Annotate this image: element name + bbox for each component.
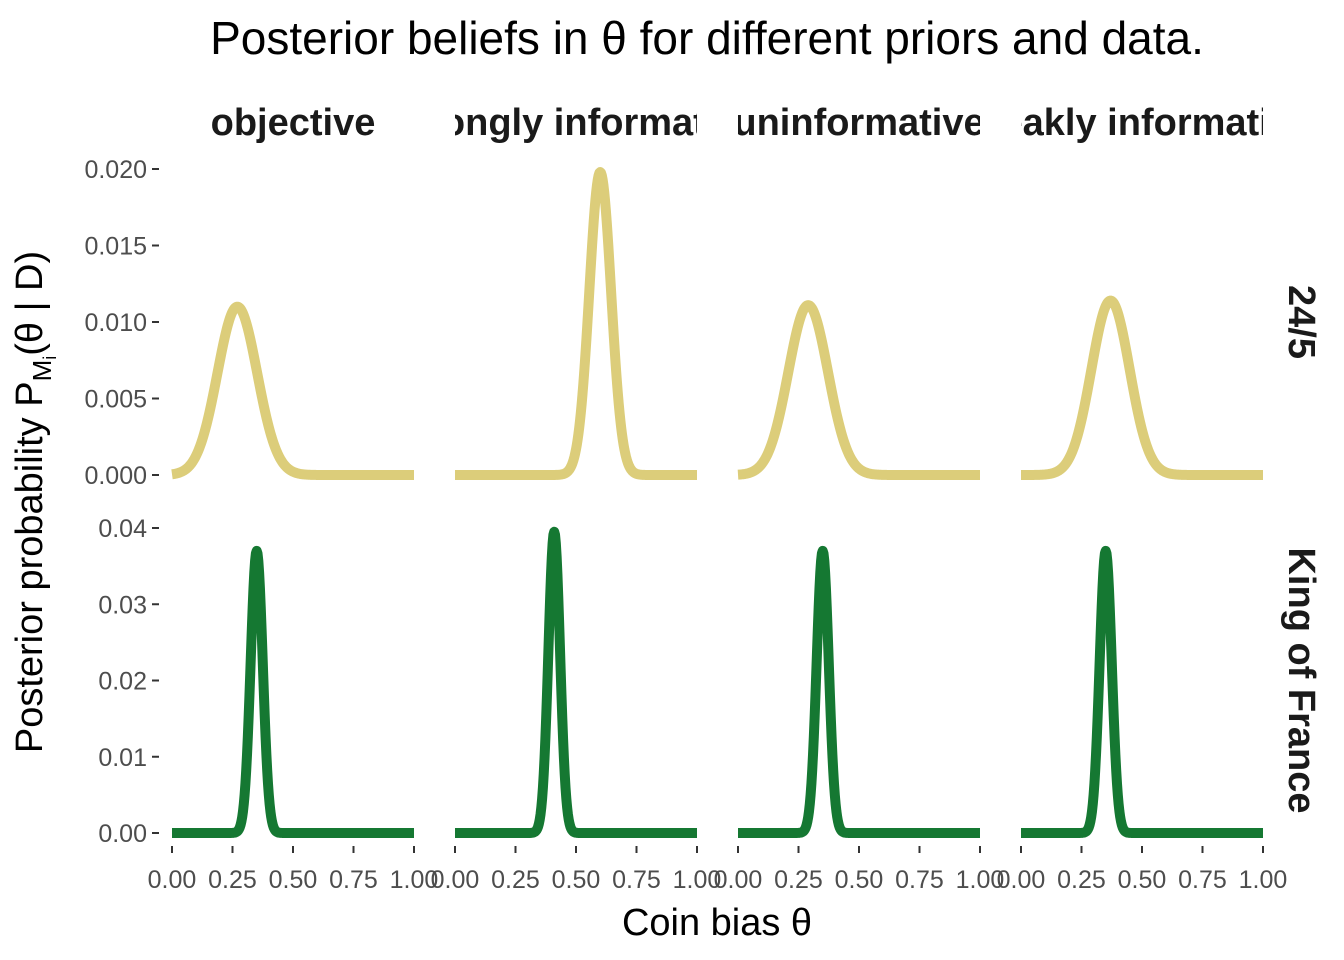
- x-tick-label: 0.50: [1118, 866, 1167, 894]
- column-strip-weakly-informative: weakly informative: [971, 102, 1312, 144]
- y-tick-label: 0.010: [84, 309, 147, 337]
- y-axis-title: Posterior probability PMi(θ | D): [9, 251, 60, 753]
- x-tick-label: 0.25: [774, 866, 823, 894]
- y-tick-label: 0.04: [98, 515, 147, 543]
- y-axis-title-tail: (θ | D): [9, 251, 51, 356]
- x-tick-label: 0.00: [714, 866, 763, 894]
- y-tick-label: 0.000: [84, 462, 147, 490]
- x-tick-label: 1.00: [673, 866, 722, 894]
- y-tick-label: 0.03: [98, 591, 147, 619]
- column-strip-strongly-informative: strongly informative: [393, 102, 758, 144]
- x-tick-label: 0.75: [612, 866, 661, 894]
- density-curve-king-of-france-strongly-informative: [450, 526, 702, 838]
- y-tick-label: 0.00: [98, 820, 147, 848]
- row-strip-king-of-france: King of France: [1280, 547, 1322, 813]
- density-curve-24-5-uninformative: [733, 300, 985, 480]
- y-axes: 0.000 0.005 0.010 0.015 0.020 0.00 0.01 0.02 0.0…: [84, 156, 159, 848]
- x-tick-label: 0.75: [895, 866, 944, 894]
- x-tick-label: 0.50: [552, 866, 601, 894]
- x-tick-label: 0.75: [329, 866, 378, 894]
- density-curve-24-5-strongly-informative: [450, 167, 702, 480]
- row-strip-24-5: 24/5: [1280, 285, 1322, 359]
- y-axis-title-subsub: i: [40, 356, 60, 360]
- x-tick-label: 0.00: [431, 866, 480, 894]
- y-tick-label: 0.015: [84, 233, 147, 261]
- column-strips: objective strongly informativeuninformati…: [211, 102, 1312, 144]
- x-axis-title: Coin bias θ: [622, 902, 812, 944]
- x-tick-label: 0.25: [208, 866, 257, 894]
- x-tick-label: 0.50: [269, 866, 318, 894]
- x-axes: 0.00 0.25 0.50 0.75 1.000.00 0.25 0.50 0.75 1.00…: [148, 846, 1288, 894]
- y-tick-label: 0.005: [84, 386, 147, 414]
- column-strip-uninformative: uninformative: [733, 102, 984, 144]
- y-axis-title-sub: M: [27, 360, 57, 382]
- density-curve-24-5-weakly-informative: [1016, 295, 1268, 480]
- x-tick-label: 1.00: [956, 866, 1005, 894]
- y-tick-label: 0.020: [84, 156, 147, 184]
- density-curve-king-of-france-objective: [167, 545, 419, 838]
- panels: [167, 167, 1268, 838]
- density-curve-king-of-france-weakly-informative: [1016, 545, 1268, 838]
- x-tick-label: 1.00: [1239, 866, 1288, 894]
- column-strip-objective: objective: [211, 102, 376, 144]
- x-tick-label: 0.25: [1057, 866, 1106, 894]
- row-strips: 24/5 King of France: [1280, 285, 1322, 814]
- x-tick-label: 0.50: [835, 866, 884, 894]
- y-tick-label: 0.02: [98, 668, 147, 696]
- x-tick-label: 0.00: [148, 866, 197, 894]
- density-curve-king-of-france-uninformative: [733, 545, 985, 838]
- y-tick-label: 0.01: [98, 744, 147, 772]
- density-curve-24-5-objective: [167, 301, 419, 480]
- x-tick-label: 0.25: [491, 866, 540, 894]
- x-tick-label: 1.00: [390, 866, 439, 894]
- x-tick-label: 0.00: [997, 866, 1046, 894]
- y-axis-title-main: Posterior probability P: [9, 381, 51, 753]
- x-tick-label: 0.75: [1178, 866, 1227, 894]
- chart-title: Posterior beliefs in θ for different pri…: [210, 12, 1204, 64]
